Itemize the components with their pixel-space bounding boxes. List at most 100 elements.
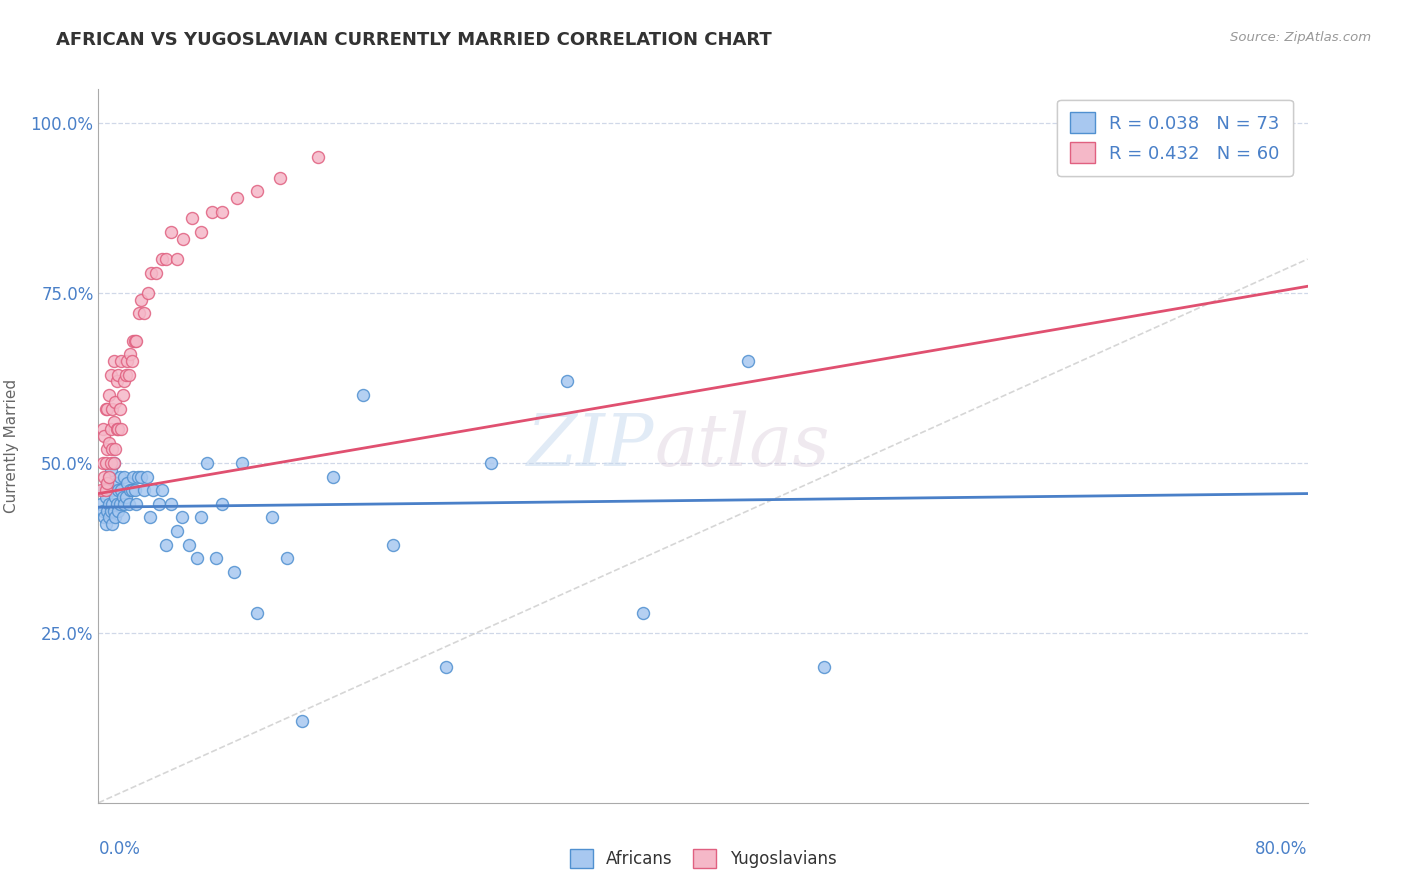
- Point: [107, 368, 129, 382]
- Text: Source: ZipAtlas.com: Source: ZipAtlas.com: [1230, 31, 1371, 45]
- Point: [481, 456, 503, 470]
- Point: [112, 497, 135, 511]
- Point: [382, 537, 405, 551]
- Point: [166, 524, 188, 538]
- Point: [108, 497, 131, 511]
- Point: [108, 401, 131, 416]
- Point: [124, 483, 146, 498]
- Text: 80.0%: 80.0%: [1256, 840, 1308, 858]
- Point: [93, 429, 115, 443]
- Point: [128, 306, 150, 320]
- Point: [737, 354, 759, 368]
- Point: [110, 483, 132, 498]
- Point: [103, 503, 125, 517]
- Point: [231, 456, 253, 470]
- Point: [112, 469, 135, 483]
- Point: [111, 490, 134, 504]
- Point: [107, 422, 129, 436]
- Point: [190, 510, 212, 524]
- Point: [125, 497, 148, 511]
- Point: [129, 469, 152, 483]
- Point: [291, 714, 314, 729]
- Point: [115, 354, 138, 368]
- Point: [135, 469, 157, 483]
- Point: [118, 368, 141, 382]
- Point: [96, 401, 118, 416]
- Point: [111, 388, 134, 402]
- Point: [103, 483, 125, 498]
- Point: [122, 334, 145, 348]
- Point: [120, 347, 142, 361]
- Point: [101, 442, 124, 457]
- Point: [155, 252, 177, 266]
- Point: [98, 469, 121, 483]
- Point: [148, 497, 170, 511]
- Point: [186, 551, 208, 566]
- Point: [114, 490, 136, 504]
- Point: [142, 483, 165, 498]
- Point: [90, 497, 112, 511]
- Point: [96, 476, 118, 491]
- Point: [104, 490, 127, 504]
- Point: [269, 170, 291, 185]
- Point: [224, 565, 246, 579]
- Point: [124, 334, 146, 348]
- Point: [129, 293, 152, 307]
- Point: [172, 232, 194, 246]
- Point: [94, 456, 117, 470]
- Point: [201, 204, 224, 219]
- Point: [94, 490, 117, 504]
- Point: [115, 476, 138, 491]
- Point: [100, 483, 122, 498]
- Text: atlas: atlas: [655, 410, 830, 482]
- Point: [205, 551, 228, 566]
- Point: [181, 211, 204, 226]
- Point: [122, 469, 145, 483]
- Point: [322, 469, 344, 483]
- Point: [105, 476, 128, 491]
- Point: [98, 435, 121, 450]
- Point: [276, 551, 298, 566]
- Point: [98, 510, 121, 524]
- Point: [98, 497, 121, 511]
- Point: [104, 510, 127, 524]
- Point: [93, 483, 115, 498]
- Point: [121, 483, 143, 498]
- Point: [177, 537, 201, 551]
- Point: [107, 503, 129, 517]
- Point: [132, 306, 155, 320]
- Point: [110, 422, 132, 436]
- Point: [93, 510, 115, 524]
- Point: [160, 497, 183, 511]
- Point: [246, 184, 269, 198]
- Point: [125, 334, 148, 348]
- Point: [110, 354, 132, 368]
- Point: [105, 497, 128, 511]
- Point: [94, 517, 117, 532]
- Point: [90, 483, 112, 498]
- Point: [160, 225, 183, 239]
- Point: [108, 469, 131, 483]
- Point: [100, 368, 122, 382]
- Point: [103, 415, 125, 429]
- Point: [100, 456, 122, 470]
- Point: [104, 394, 127, 409]
- Point: [103, 354, 125, 368]
- Point: [195, 456, 218, 470]
- Point: [100, 463, 122, 477]
- Point: [118, 497, 141, 511]
- Point: [105, 375, 128, 389]
- Point: [631, 606, 654, 620]
- Legend: Africans, Yugoslavians: Africans, Yugoslavians: [562, 842, 844, 875]
- Point: [166, 252, 188, 266]
- Point: [434, 660, 457, 674]
- Point: [96, 476, 118, 491]
- Point: [101, 401, 124, 416]
- Point: [813, 660, 835, 674]
- Point: [121, 354, 143, 368]
- Point: [307, 150, 329, 164]
- Point: [93, 469, 115, 483]
- Point: [101, 497, 124, 511]
- Text: AFRICAN VS YUGOSLAVIAN CURRENTLY MARRIED CORRELATION CHART: AFRICAN VS YUGOSLAVIAN CURRENTLY MARRIED…: [56, 31, 772, 49]
- Text: 0.0%: 0.0%: [98, 840, 141, 858]
